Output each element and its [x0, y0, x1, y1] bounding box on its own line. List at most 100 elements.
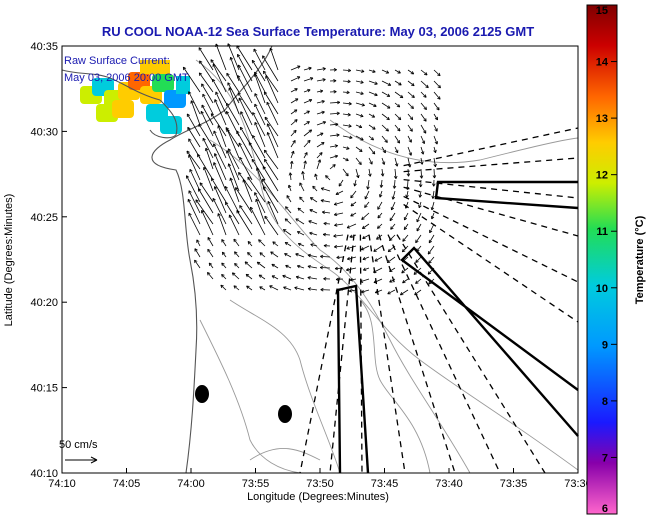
current-vector-head — [334, 214, 338, 217]
current-vector-head — [439, 96, 441, 100]
current-vector-head — [252, 59, 256, 63]
colorbar-ticks: 6 7 8 9 10 11 12 13 14 15 — [596, 4, 617, 515]
current-vector-head — [360, 93, 364, 96]
current-vector — [389, 278, 396, 283]
current-vector-head — [413, 273, 418, 275]
current-vector-head — [304, 152, 308, 155]
current-vector — [310, 243, 318, 247]
current-vector — [320, 199, 331, 203]
current-vector-head — [377, 215, 379, 219]
current-vector-head — [299, 196, 301, 200]
current-vector-head — [310, 243, 314, 245]
current-vector-head — [386, 139, 388, 143]
current-vector — [201, 83, 214, 104]
current-vector-head — [307, 89, 311, 93]
coastline-main — [151, 45, 273, 474]
current-vector-head — [230, 56, 234, 60]
current-vector — [433, 113, 438, 121]
current-vector — [238, 172, 253, 192]
current-vector — [198, 72, 214, 93]
current-vector-head — [322, 79, 326, 82]
current-vector — [394, 168, 397, 179]
current-vector-head — [320, 200, 324, 203]
current-vector-head — [297, 243, 301, 247]
current-vector-head — [349, 279, 354, 282]
current-vector-head — [254, 93, 258, 96]
current-vector-head — [359, 124, 363, 128]
current-vector — [342, 91, 350, 94]
current-vector — [433, 135, 438, 145]
current-vector — [290, 160, 293, 170]
current-vector-head — [238, 64, 242, 67]
current-vector-head — [333, 202, 337, 205]
current-vector-head — [309, 77, 314, 79]
current-vector — [394, 91, 404, 99]
current-vector-head — [322, 67, 326, 69]
current-vector — [258, 239, 266, 247]
current-vector — [407, 124, 413, 132]
current-vector-head — [375, 92, 378, 96]
current-vector — [373, 267, 383, 273]
current-vector-head — [285, 218, 289, 220]
current-vector — [381, 91, 390, 97]
current-vector-head — [234, 263, 236, 267]
current-vector-head — [297, 207, 300, 212]
y-tick-label: 40:30 — [30, 126, 58, 138]
current-vector-head — [436, 108, 440, 111]
current-vector — [269, 285, 279, 291]
current-vector — [381, 168, 384, 177]
current-vector — [433, 157, 436, 167]
lane-outline-south — [336, 284, 370, 474]
current-vector-head — [425, 72, 428, 76]
current-vector — [416, 212, 422, 223]
current-vector — [334, 212, 344, 216]
current-vector-head — [414, 291, 417, 295]
current-vector — [295, 218, 305, 225]
current-vector — [214, 99, 227, 126]
current-vector — [342, 157, 349, 161]
current-vector-head — [424, 94, 427, 98]
current-vector-head — [201, 104, 205, 107]
current-vector-head — [431, 216, 435, 220]
current-vector-head — [322, 100, 325, 104]
current-vector-head — [215, 91, 219, 95]
bathymetry-contour — [249, 448, 321, 461]
current-vector-head — [221, 273, 225, 276]
current-vector-head — [186, 175, 190, 178]
current-vector — [290, 76, 301, 82]
current-vector — [198, 123, 214, 148]
current-vector-head — [401, 94, 404, 98]
current-vector — [267, 123, 279, 148]
current-vector-head — [437, 86, 441, 89]
current-vector-head — [372, 71, 376, 73]
current-vector — [379, 190, 383, 198]
current-vector-head — [309, 209, 312, 213]
current-vector — [329, 164, 336, 170]
current-vector — [202, 93, 214, 115]
current-vector — [263, 70, 279, 93]
current-vector-head — [323, 245, 327, 248]
current-vector-head — [335, 145, 338, 148]
current-vector-head — [237, 53, 241, 57]
current-vector — [334, 223, 344, 226]
current-vector-head — [294, 287, 298, 290]
current-vector-head — [234, 263, 238, 265]
current-vector-head — [264, 91, 268, 94]
dashed-line — [403, 203, 579, 323]
current-vector — [355, 102, 365, 106]
current-vector — [227, 148, 240, 170]
current-vector — [362, 223, 370, 229]
current-vector — [394, 135, 400, 144]
current-vector-head — [350, 196, 354, 199]
current-vector-head — [224, 186, 228, 189]
current-vector — [239, 157, 253, 181]
current-vector — [407, 102, 414, 109]
current-vector-head — [296, 275, 300, 278]
current-vector-head — [310, 244, 314, 247]
current-vector — [389, 212, 396, 221]
sst-cell — [160, 116, 182, 134]
current-vector — [251, 60, 266, 82]
current-vector-head — [256, 167, 260, 171]
current-vector — [361, 245, 370, 251]
current-vector-head — [377, 207, 381, 210]
